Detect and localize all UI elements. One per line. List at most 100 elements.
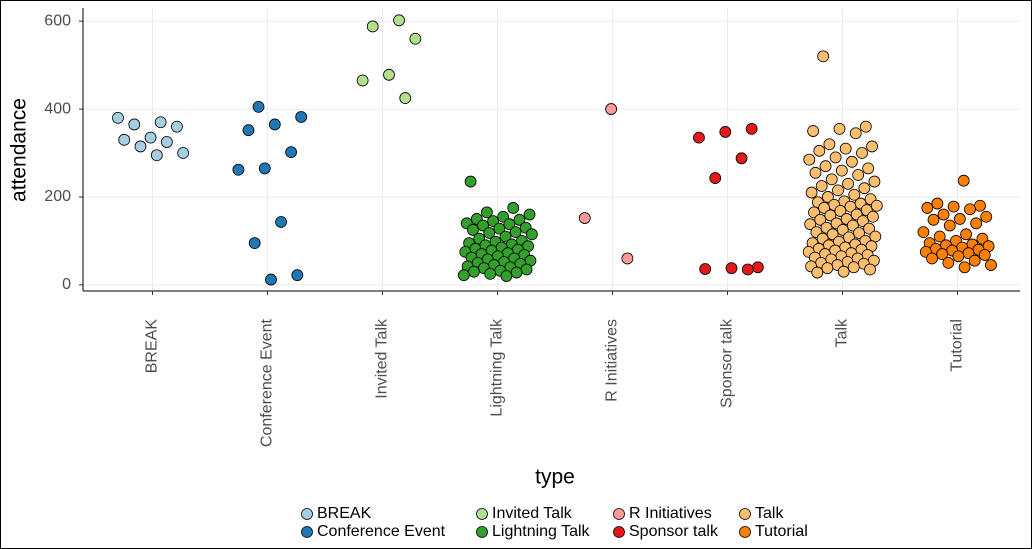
point (464, 175, 477, 188)
point (509, 226, 522, 239)
point (937, 208, 950, 221)
point (985, 259, 997, 271)
legend-label: Lightning Talk (492, 523, 591, 540)
point (513, 213, 526, 226)
legend-label: Sponsor talk (629, 523, 719, 540)
point (383, 68, 395, 81)
point (819, 160, 832, 173)
point (804, 218, 817, 231)
legend-label: BREAK (317, 505, 372, 522)
point (844, 200, 857, 213)
point (867, 210, 879, 223)
point (815, 180, 828, 192)
point (467, 265, 480, 278)
legend-swatch (613, 526, 625, 538)
point (837, 265, 850, 278)
point (822, 191, 834, 203)
point (809, 166, 822, 179)
x-tick-label: Tutorial (949, 319, 966, 372)
point (870, 199, 883, 212)
point (805, 186, 818, 199)
point (970, 217, 983, 230)
y-tick-label: 200 (44, 188, 71, 205)
point (725, 262, 738, 275)
point (265, 273, 277, 286)
point (268, 118, 281, 131)
point (958, 261, 971, 274)
point (709, 172, 722, 184)
point (824, 209, 837, 222)
point (968, 254, 981, 267)
point (745, 122, 758, 135)
x-tick-label: BREAK (144, 319, 161, 374)
point (807, 125, 820, 137)
point (947, 200, 960, 213)
legend-label: Invited Talk (492, 505, 573, 522)
point (817, 50, 830, 63)
point (154, 116, 167, 129)
point (605, 103, 618, 115)
point (978, 249, 991, 261)
point (160, 136, 173, 148)
point (252, 100, 265, 113)
point (813, 144, 826, 157)
point (144, 131, 157, 144)
point (829, 151, 842, 164)
x-tick-label: Invited Talk (374, 318, 391, 399)
point (291, 269, 304, 282)
point (868, 175, 881, 188)
point (974, 199, 986, 212)
point (821, 262, 834, 275)
point (832, 184, 844, 197)
point (493, 222, 506, 235)
point (366, 20, 379, 33)
point (621, 252, 634, 265)
legend-swatch (476, 508, 488, 520)
point (399, 92, 412, 104)
y-tick-label: 600 (44, 12, 71, 29)
point (242, 124, 255, 137)
point (943, 219, 956, 232)
point (484, 267, 497, 280)
point (960, 228, 972, 241)
point (835, 164, 848, 177)
legend-swatch (739, 526, 751, 538)
point (118, 133, 131, 146)
point (693, 131, 705, 144)
point (483, 227, 496, 239)
y-axis-label: attendance (8, 98, 31, 202)
point (849, 127, 862, 140)
x-tick-label: R Initiatives (604, 319, 621, 402)
point (863, 222, 876, 235)
point (150, 149, 163, 162)
point (811, 266, 824, 279)
x-tick-label: Lightning Talk (489, 318, 506, 417)
point (409, 32, 422, 45)
point (957, 174, 970, 187)
point (699, 263, 712, 275)
point (856, 147, 868, 159)
point (814, 213, 827, 226)
point (719, 126, 732, 138)
y-tick-label: 0 (62, 276, 71, 293)
point (128, 118, 141, 131)
legend-swatch (301, 508, 313, 520)
point (393, 14, 405, 27)
point (356, 74, 369, 87)
point (864, 263, 876, 276)
point (853, 227, 865, 239)
point (735, 152, 748, 165)
y-tick-label: 400 (44, 100, 71, 117)
point (952, 250, 965, 263)
legend-label: Conference Event (317, 523, 446, 540)
point (921, 202, 934, 214)
point (232, 163, 245, 176)
legend-label: Tutorial (755, 523, 808, 540)
point (457, 269, 470, 282)
x-tick-label: Sponsor talk (719, 318, 736, 408)
legend-swatch (739, 508, 751, 520)
legend-label: Talk (755, 505, 784, 522)
point (134, 140, 147, 153)
point (499, 230, 512, 243)
